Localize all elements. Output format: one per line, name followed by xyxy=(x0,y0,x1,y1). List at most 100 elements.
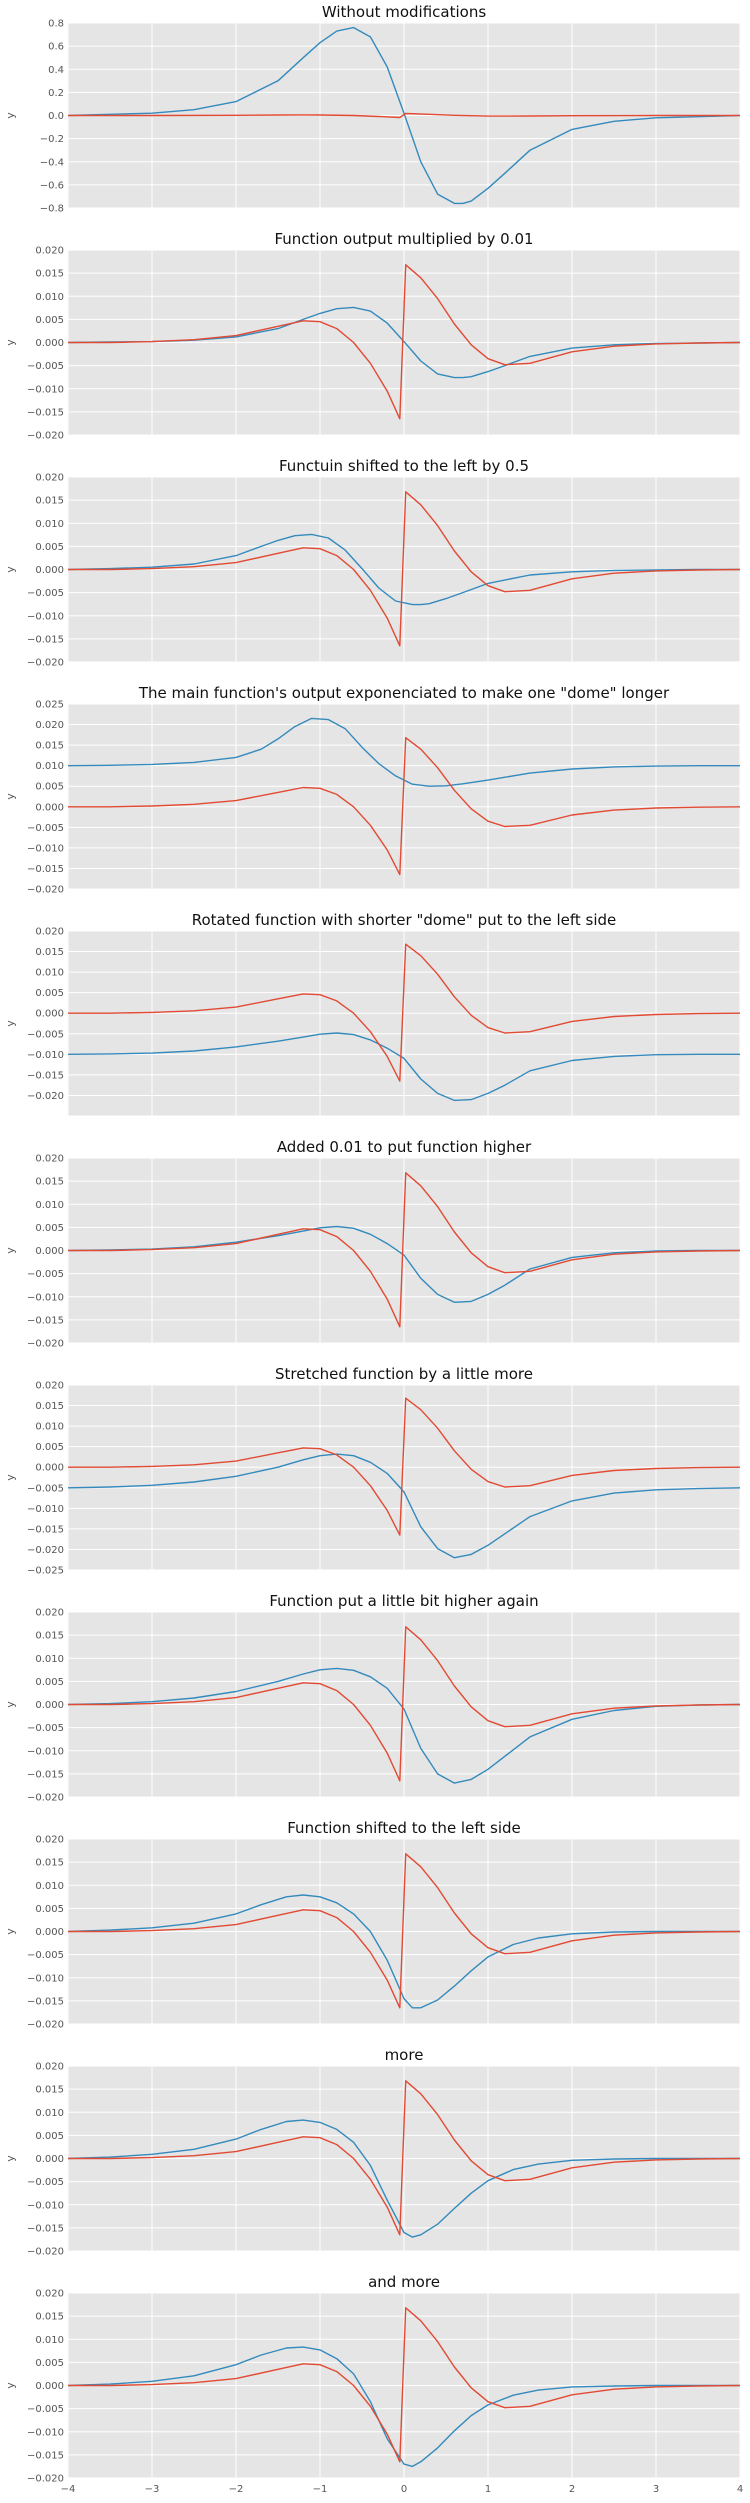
y-tick-label: −0.010 xyxy=(27,1746,64,1757)
y-tick-label: −0.015 xyxy=(27,407,64,418)
y-tick-label: 0.020 xyxy=(35,927,64,938)
y-tick-label: 0.0 xyxy=(48,111,64,122)
chart-panel-2: −0.020 −0.015 −0.010 −0.005 0.000 0.005 0.010 0… xyxy=(4,230,741,442)
y-tick-label: 0.010 xyxy=(35,292,64,303)
y-tick-label: 0.005 xyxy=(35,315,64,326)
y-tick-label: 0.005 xyxy=(35,2131,64,2142)
y-tick-label: −0.010 xyxy=(27,1292,64,1303)
y-axis-label: y xyxy=(4,1247,17,1254)
y-tick-label: 0.4 xyxy=(48,65,64,76)
y-tick-label: 0.015 xyxy=(35,496,64,507)
y-tick-label: −0.015 xyxy=(27,1996,64,2007)
y-tick-label: 0.6 xyxy=(48,42,64,53)
chart-title: Function put a little bit higher again xyxy=(269,1592,538,1610)
y-tick-label: −0.020 xyxy=(27,1091,64,1102)
y-tick-label: 0.2 xyxy=(48,88,64,99)
y-tick-label: −0.005 xyxy=(27,361,64,372)
y-tick-label: 0.020 xyxy=(35,1154,64,1165)
y-tick-label: −0.005 xyxy=(27,1950,64,1961)
y-tick-label: 0.000 xyxy=(35,565,64,576)
y-tick-label: −0.005 xyxy=(27,1723,64,1734)
y-tick-label: 0.010 xyxy=(35,2335,64,2346)
y-tick-label: −0.8 xyxy=(40,204,64,215)
y-tick-label: 0.015 xyxy=(35,741,64,752)
y-tick-label: −0.020 xyxy=(27,2020,64,2031)
y-tick-label: 0.005 xyxy=(35,542,64,553)
x-tick-label: 4 xyxy=(737,2484,743,2495)
y-tick-label: 0.015 xyxy=(35,2312,64,2323)
y-tick-label: 0.015 xyxy=(35,269,64,280)
y-axis-label: y xyxy=(4,2155,17,2162)
series-line-red xyxy=(68,264,741,420)
y-tick-label: 0.010 xyxy=(35,1200,64,1211)
y-tick-label: 0.000 xyxy=(35,802,64,813)
y-tick-label: −0.2 xyxy=(40,134,64,145)
y-axis-label: y xyxy=(4,112,17,119)
chart-title: Functuin shifted to the left by 0.5 xyxy=(279,457,529,475)
chart-panel-1: −0.8 −0.6 −0.4 −0.2 0.0 0.2 0.4 0.6 0.8 Without m… xyxy=(4,3,741,215)
y-tick-label: −0.010 xyxy=(27,1050,64,1061)
y-tick-label: 0.000 xyxy=(35,1700,64,1711)
chart-panel-8: −0.020 −0.015 −0.010 −0.005 0.000 0.005 0.010 0… xyxy=(4,1592,741,1804)
series-line-blue xyxy=(67,2346,740,2468)
chart-panel-10: −0.020 −0.015 −0.010 −0.005 0.000 0.005 0.010 0… xyxy=(4,2046,741,2258)
y-tick-label: 0.010 xyxy=(35,761,64,772)
y-tick-label: −0.025 xyxy=(27,1566,64,1577)
chart-panel-5: −0.020 −0.015 −0.010 −0.005 0.000 0.005 0.010 0… xyxy=(4,911,741,1117)
series-line-blue xyxy=(67,2119,740,2238)
chart-panel-4: −0.020 −0.015 −0.010 −0.005 0.000 0.005 0.010 0… xyxy=(4,684,741,896)
series-line-red xyxy=(68,491,741,647)
y-tick-label: −0.005 xyxy=(27,588,64,599)
y-tick-label: 0.020 xyxy=(35,1608,64,1619)
y-axis-label: y xyxy=(4,1020,17,1027)
series-line-red xyxy=(68,1172,741,1328)
x-tick-label: −2 xyxy=(229,2484,244,2495)
y-tick-label: −0.015 xyxy=(27,2450,64,2461)
y-axis-label: y xyxy=(4,1701,17,1708)
series-line-red xyxy=(68,943,741,1082)
chart-title: Function output multiplied by 0.01 xyxy=(274,230,533,248)
chart-title: Without modifications xyxy=(322,3,486,21)
y-tick-label: −0.020 xyxy=(27,1545,64,1556)
series-line-blue xyxy=(67,1453,741,1559)
series-line-blue xyxy=(67,1225,740,1303)
y-axis-label: y xyxy=(4,566,17,573)
y-tick-label: −0.020 xyxy=(27,431,64,442)
x-tick-label: 1 xyxy=(485,2484,491,2495)
y-tick-label: −0.015 xyxy=(27,1524,64,1535)
series-line-blue xyxy=(67,533,740,606)
y-tick-label: 0.005 xyxy=(35,1904,64,1915)
y-tick-label: 0.000 xyxy=(35,2381,64,2392)
y-tick-label: −0.015 xyxy=(27,1315,64,1326)
y-tick-label: 0.020 xyxy=(35,1381,64,1392)
series-line-blue xyxy=(67,1667,741,1784)
y-tick-label: −0.015 xyxy=(27,634,64,645)
y-tick-label: 0.015 xyxy=(35,1858,64,1869)
y-tick-label: −0.015 xyxy=(27,1070,64,1081)
series-line-red xyxy=(68,112,740,119)
y-tick-label: −0.010 xyxy=(27,1973,64,1984)
chart-title: Rotated function with shorter "dome" put… xyxy=(192,911,617,929)
y-tick-label: −0.010 xyxy=(27,2427,64,2438)
series-line-blue xyxy=(67,1032,740,1102)
y-tick-label: 0.025 xyxy=(35,700,64,711)
y-tick-label: 0.015 xyxy=(35,1177,64,1188)
series-line-blue xyxy=(67,306,741,379)
y-tick-label: 0.020 xyxy=(35,2289,64,2300)
x-tick-label: 3 xyxy=(653,2484,659,2495)
chart-panel-9: −0.020 −0.015 −0.010 −0.005 0.000 0.005 0.010 0… xyxy=(4,1819,741,2031)
y-tick-label: −0.020 xyxy=(27,2474,64,2485)
series-line-blue xyxy=(67,1894,740,2009)
chart-title: Function shifted to the left side xyxy=(287,1819,520,1837)
y-tick-label: 0.000 xyxy=(35,2154,64,2165)
x-tick-label: −3 xyxy=(145,2484,160,2495)
y-tick-label: 0.010 xyxy=(35,968,64,979)
y-tick-label: 0.005 xyxy=(35,782,64,793)
y-tick-label: 0.000 xyxy=(35,1009,64,1020)
chart-title: more xyxy=(385,2046,424,2064)
y-tick-label: −0.005 xyxy=(27,1483,64,1494)
y-tick-label: −0.6 xyxy=(40,180,64,191)
x-tick-label: 2 xyxy=(569,2484,575,2495)
series-line-red xyxy=(68,737,741,876)
y-tick-label: 0.015 xyxy=(35,947,64,958)
